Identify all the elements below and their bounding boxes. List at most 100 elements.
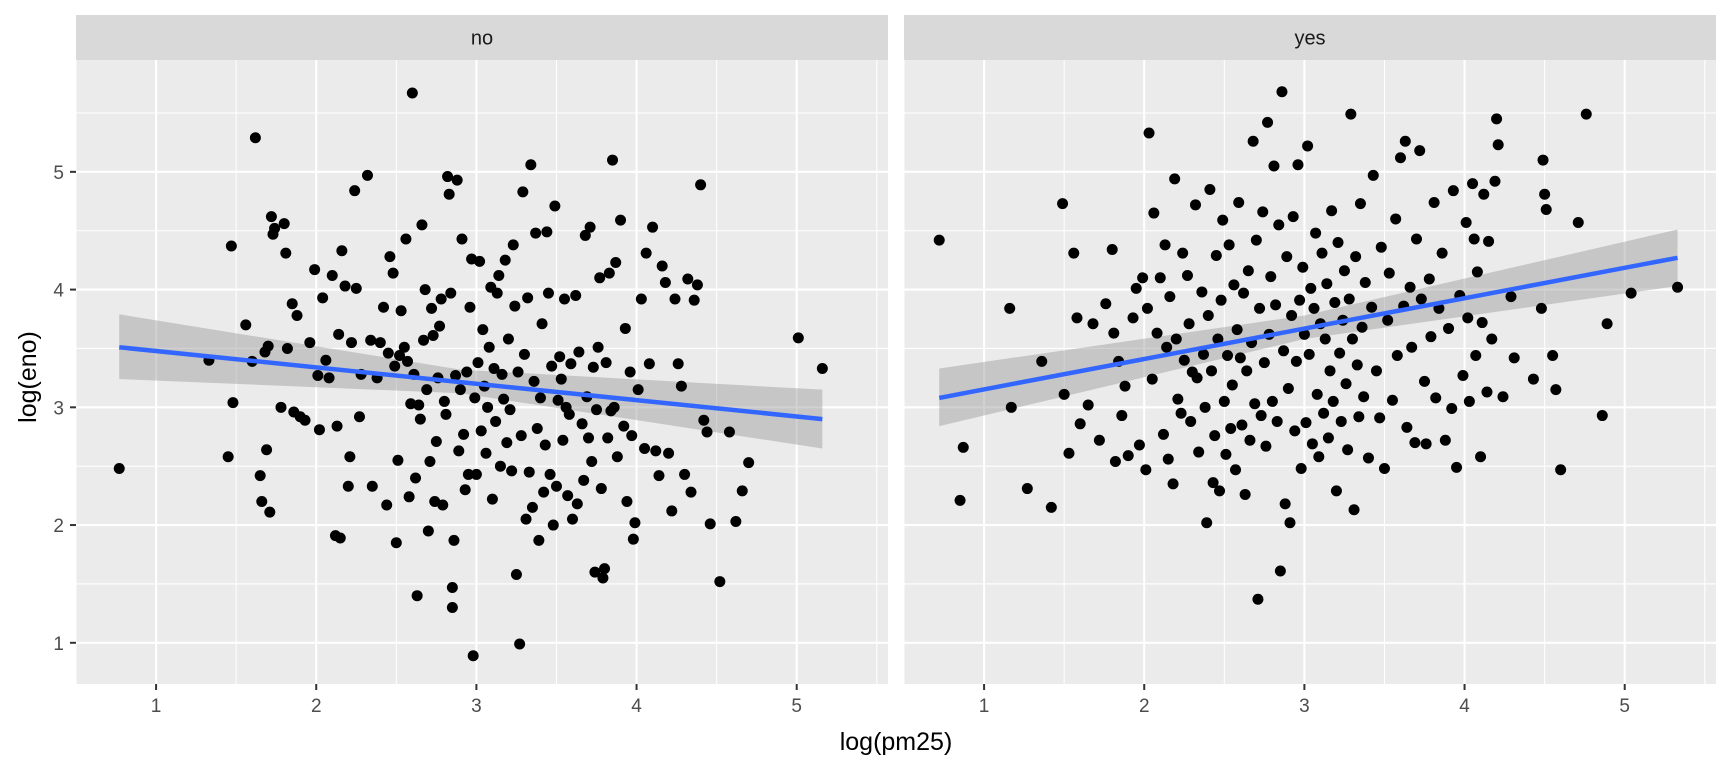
data-point — [1295, 463, 1307, 475]
data-point — [619, 322, 631, 334]
data-point — [1058, 388, 1070, 400]
data-point — [1297, 261, 1309, 273]
data-point — [1415, 293, 1427, 305]
data-point — [639, 443, 651, 455]
data-point — [592, 341, 604, 353]
data-point — [381, 499, 393, 511]
data-point — [1486, 333, 1498, 345]
data-point — [422, 525, 434, 537]
data-point — [562, 490, 574, 502]
data-point — [1183, 318, 1195, 330]
data-point — [688, 294, 700, 306]
data-point — [1508, 352, 1520, 364]
data-point — [595, 483, 607, 495]
data-point — [374, 337, 386, 349]
data-point — [1478, 188, 1490, 200]
data-point — [1298, 328, 1310, 340]
data-point — [1178, 354, 1190, 366]
data-point — [1596, 410, 1608, 422]
data-point — [280, 247, 292, 259]
data-point — [544, 468, 556, 480]
data-point — [483, 341, 495, 353]
data-point — [578, 474, 590, 486]
data-point — [323, 372, 335, 384]
data-point — [723, 426, 735, 438]
data-point — [334, 532, 346, 544]
data-point — [1207, 477, 1219, 489]
data-point — [1321, 278, 1333, 290]
data-point — [1672, 281, 1684, 293]
data-point — [1257, 206, 1269, 218]
data-point — [331, 420, 343, 432]
data-point — [1161, 341, 1173, 353]
data-point — [1425, 331, 1437, 343]
data-point — [599, 563, 611, 575]
data-point — [490, 415, 502, 427]
data-point — [679, 468, 691, 480]
data-point — [1106, 244, 1118, 256]
data-point — [682, 273, 694, 285]
data-point — [382, 347, 394, 359]
data-point — [558, 293, 570, 305]
data-point — [1390, 213, 1402, 225]
panel-yes: yes 1 2 3 4 5 — [903, 15, 1716, 717]
data-point — [475, 425, 487, 437]
data-point — [1260, 440, 1272, 452]
data-point — [1420, 438, 1432, 450]
data-point — [1471, 266, 1483, 278]
data-point — [1394, 152, 1406, 164]
data-point — [1278, 345, 1290, 357]
data-point — [730, 516, 742, 528]
data-point — [1428, 196, 1440, 208]
data-point — [313, 424, 325, 436]
data-point — [437, 499, 449, 511]
data-point — [1271, 415, 1283, 427]
data-point — [442, 171, 454, 183]
data-point — [1358, 391, 1370, 403]
data-point — [1141, 302, 1153, 314]
data-point — [418, 334, 430, 346]
data-point — [426, 302, 438, 314]
data-point — [1505, 291, 1517, 303]
data-point — [1335, 415, 1347, 427]
data-point — [1463, 395, 1475, 407]
data-point — [504, 404, 516, 416]
data-point — [1276, 86, 1288, 98]
data-point — [281, 342, 293, 354]
data-point — [1045, 501, 1057, 513]
data-point — [1406, 341, 1418, 353]
data-point — [523, 466, 535, 478]
data-point — [1210, 249, 1222, 261]
data-point — [1572, 216, 1584, 228]
data-point — [1164, 291, 1176, 303]
data-point — [1281, 251, 1293, 263]
y-tick-label: 5 — [53, 163, 64, 184]
facet-label: no — [471, 28, 493, 50]
data-point — [1148, 207, 1160, 219]
data-point — [659, 277, 671, 289]
data-point — [1346, 333, 1358, 345]
data-point — [1348, 504, 1360, 516]
data-point — [1318, 407, 1330, 419]
data-point — [1313, 451, 1325, 463]
data-point — [419, 284, 431, 296]
data-point — [365, 334, 377, 346]
y-tick-label: 3 — [53, 398, 64, 419]
data-point — [536, 318, 548, 330]
data-point — [1468, 233, 1480, 245]
data-point — [299, 414, 311, 426]
data-point — [1185, 415, 1197, 427]
data-point — [312, 370, 324, 382]
data-point — [541, 226, 553, 238]
data-point — [1167, 478, 1179, 490]
data-point — [387, 267, 399, 279]
data-point — [1362, 452, 1374, 464]
data-point — [458, 428, 470, 440]
data-point — [792, 332, 804, 344]
data-point — [416, 219, 428, 231]
data-point — [1401, 421, 1413, 433]
data-point — [695, 179, 707, 191]
data-point — [1273, 219, 1285, 231]
data-point — [506, 465, 518, 477]
data-point — [1475, 451, 1487, 463]
